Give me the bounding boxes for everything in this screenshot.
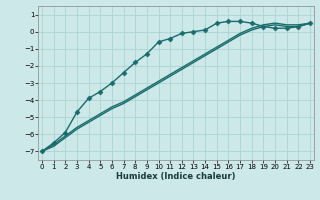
X-axis label: Humidex (Indice chaleur): Humidex (Indice chaleur) — [116, 172, 236, 181]
